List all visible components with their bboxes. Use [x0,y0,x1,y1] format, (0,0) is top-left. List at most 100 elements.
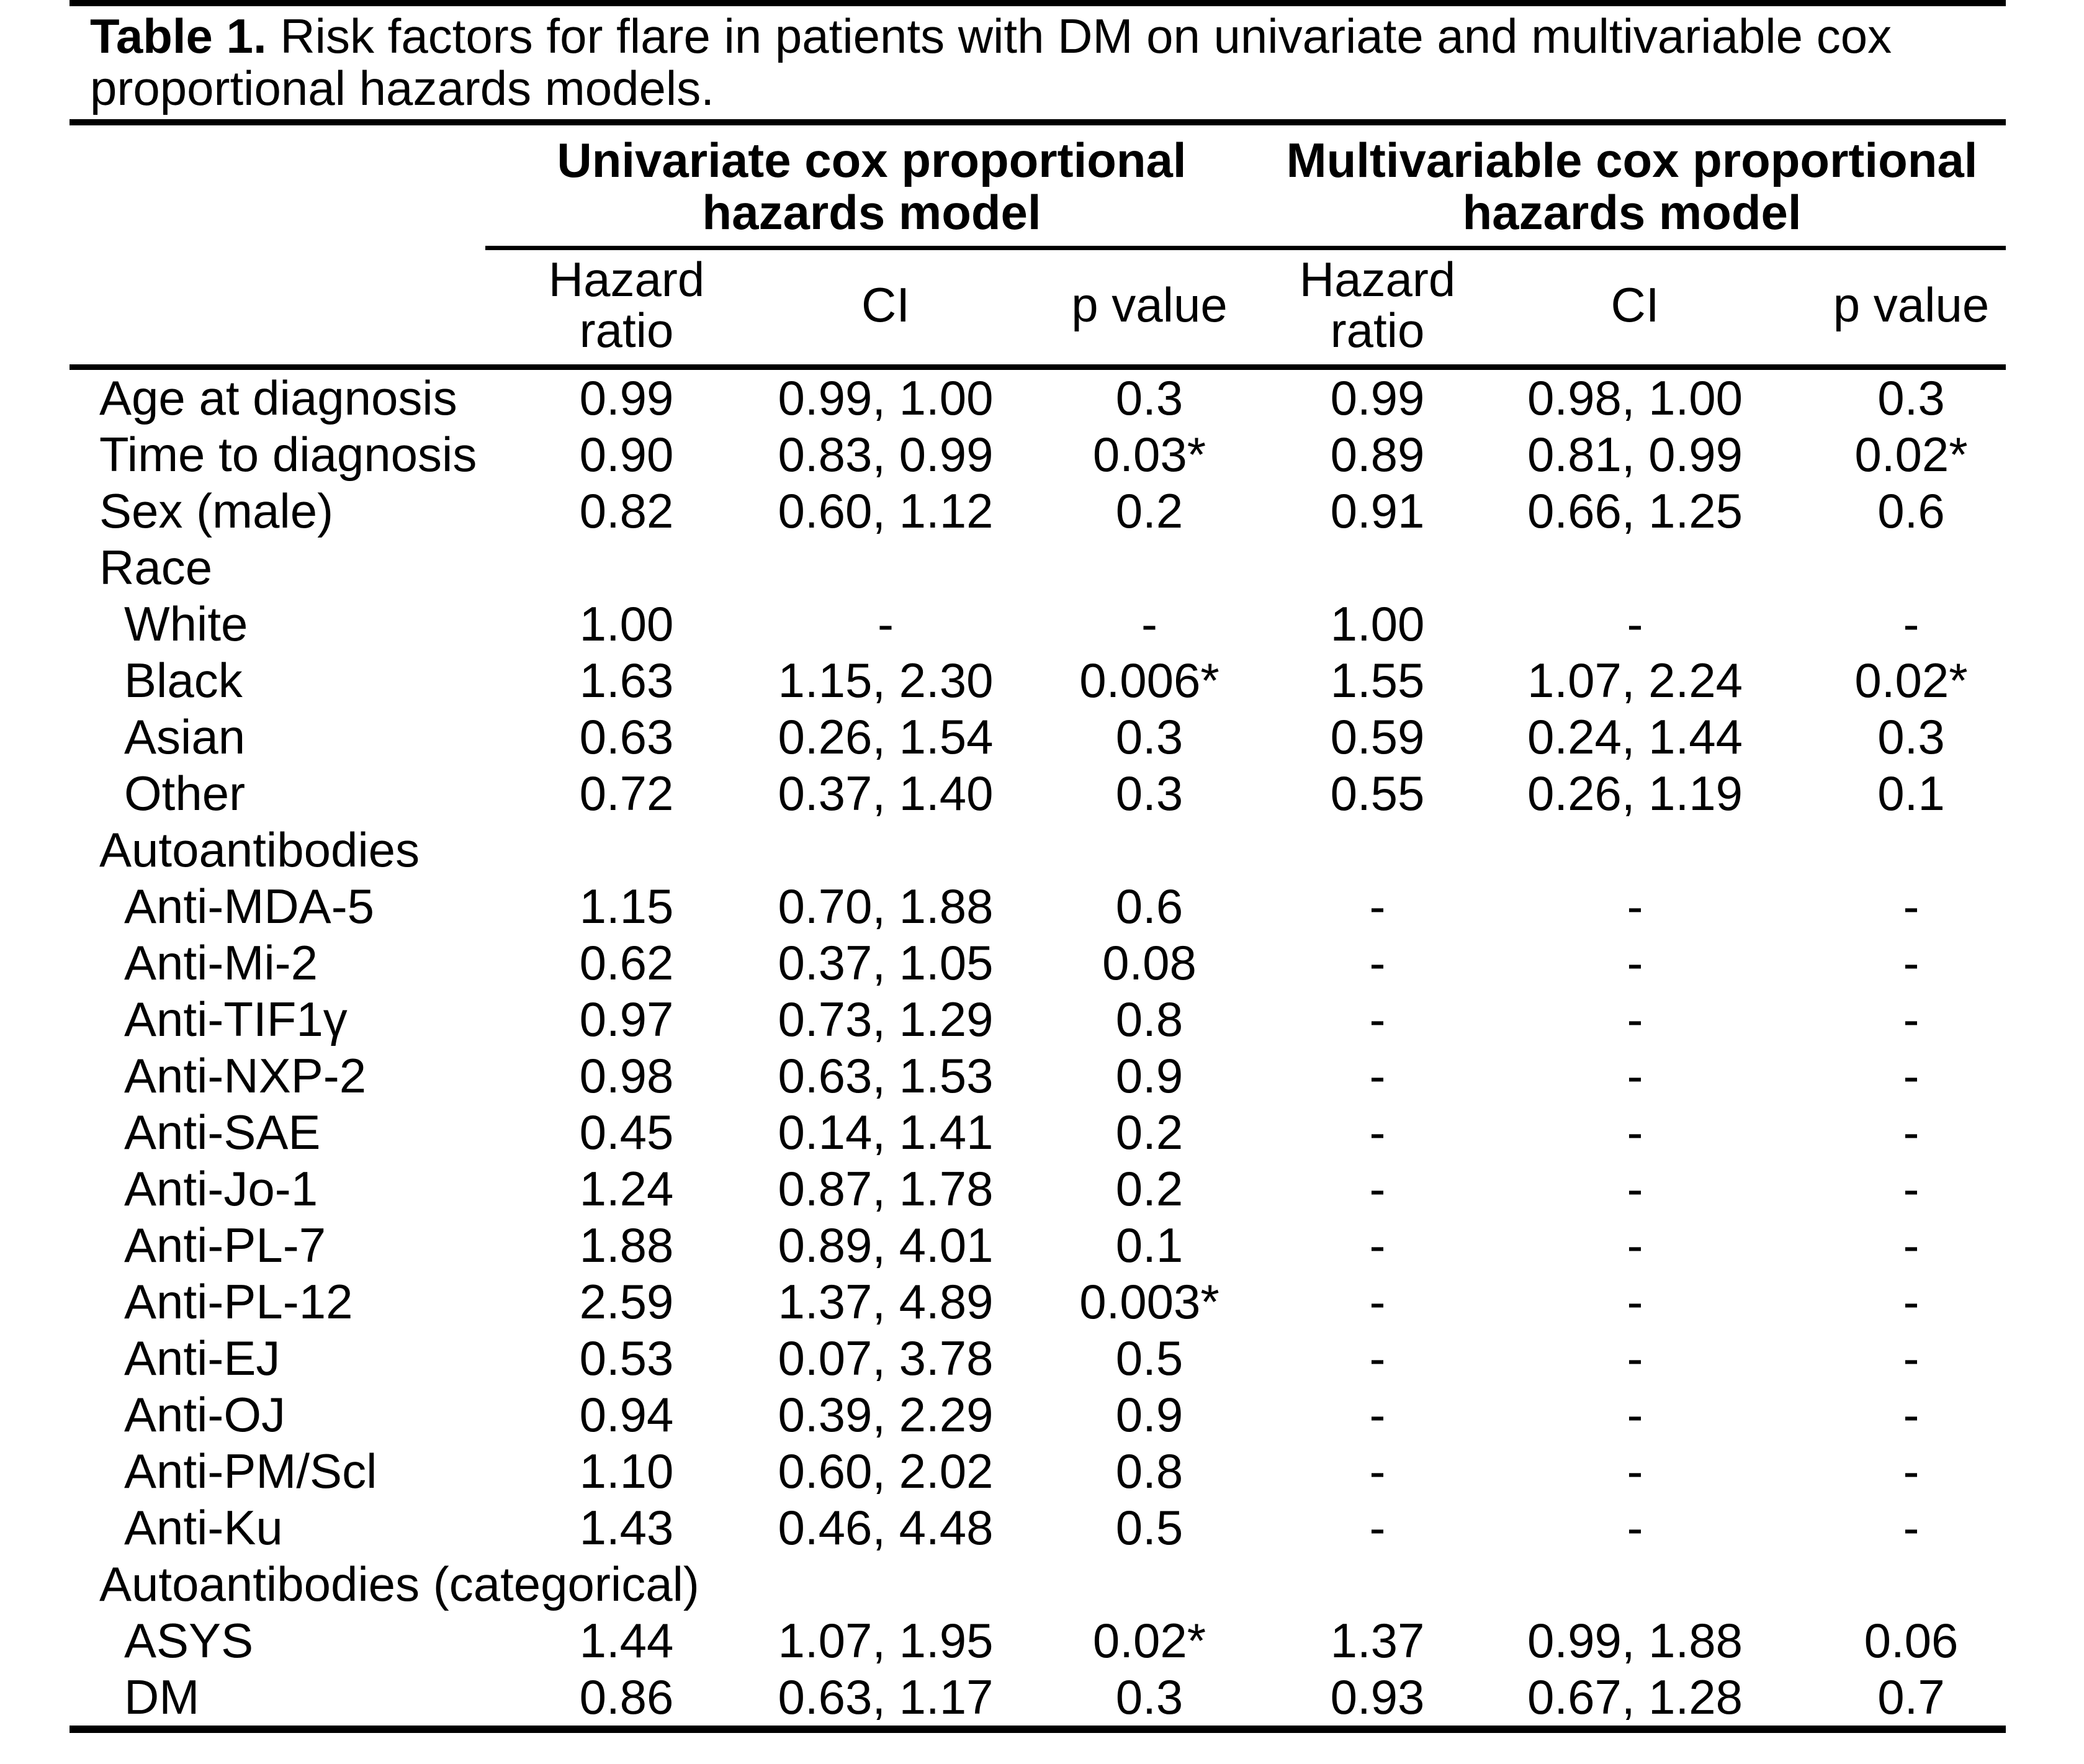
cell-hazard-ratio-univariate [485,822,768,878]
cell-p-value-univariate [1004,539,1258,596]
table-row: Anti-NXP-2 0.98 0.63, 1.53 0.9 - - - [70,1048,2006,1104]
row-label: Anti-PM/Scl [124,1444,377,1498]
cell-hazard-ratio-multivariable: - [1369,1274,1386,1329]
table-title-text: Risk factors for flare in patients with … [90,9,1892,115]
cell-p-value-univariate [1004,822,1258,878]
cell-ci-univariate: 0.63, 1.53 [778,1048,994,1103]
row-label: ASYS [124,1613,254,1668]
row-label: Autoantibodies (categorical) [99,1557,699,1611]
col-header-p-value-univariate: p value [1004,248,1259,370]
cell-hazard-ratio-univariate: 1.00 [579,596,674,651]
cell-ci-univariate: 1.37, 4.89 [778,1274,994,1329]
cell-hazard-ratio-multivariable: 1.00 [1330,596,1425,651]
cell-ci-univariate: 0.39, 2.29 [778,1387,994,1442]
table-row: Age at diagnosis 0.99 0.99, 1.00 0.3 0.9… [70,367,2006,427]
cell-ci-multivariable [1497,822,1773,878]
column-header-spacer [70,248,485,370]
table-row: Autoantibodies [70,822,2006,878]
cell-hazard-ratio-univariate: 1.44 [579,1613,674,1668]
cell-ci-univariate: 0.07, 3.78 [778,1331,994,1385]
cell-p-value-univariate: 0.1 [1115,1218,1183,1272]
cell-hazard-ratio-univariate: 0.63 [579,709,674,764]
cell-ci-univariate: 0.46, 4.48 [778,1500,994,1555]
cell-p-value-univariate: 0.6 [1115,879,1183,934]
cell-ci-univariate [768,822,1004,878]
cell-hazard-ratio-multivariable: - [1369,1161,1386,1216]
cell-hazard-ratio-multivariable: - [1369,1387,1386,1442]
table-row: Race [70,539,2006,596]
cell-ci-univariate: 0.26, 1.54 [778,709,994,764]
cell-ci-multivariable: - [1627,935,1643,990]
cell-p-value-univariate: 0.08 [1102,935,1197,990]
row-label: Age at diagnosis [99,371,457,425]
cell-ci-univariate: 0.89, 4.01 [778,1218,994,1272]
cell-p-value-multivariable: - [1903,1387,1920,1442]
cell-hazard-ratio-univariate: 2.59 [579,1274,674,1329]
cell-hazard-ratio-univariate: 0.86 [579,1670,674,1724]
table-row: Other 0.72 0.37, 1.40 0.3 0.55 0.26, 1.1… [70,765,2006,822]
cell-ci-univariate: 0.14, 1.41 [778,1105,994,1159]
col-header-ci-univariate: CI [768,248,1004,370]
cell-p-value-multivariable: 0.7 [1877,1670,1945,1724]
cell-p-value-multivariable: - [1903,1500,1920,1555]
table-row: Anti-Jo-1 1.24 0.87, 1.78 0.2 - - - [70,1161,2006,1217]
cell-p-value-multivariable: 0.6 [1877,484,1945,538]
cell-p-value-univariate: 0.5 [1115,1331,1183,1385]
row-label: Anti-TIF1γ [124,992,348,1046]
cell-hazard-ratio-multivariable: - [1369,1048,1386,1103]
table-row: Autoantibodies (categorical) [70,1556,2006,1613]
cell-ci-univariate: 0.60, 2.02 [778,1444,994,1498]
cell-p-value-univariate [1004,1556,1258,1613]
cell-hazard-ratio-multivariable: - [1369,1218,1386,1272]
cell-hazard-ratio-multivariable: 0.99 [1330,371,1425,425]
table-row: Anti-Ku 1.43 0.46, 4.48 0.5 - - - [70,1500,2006,1556]
cell-p-value-multivariable: - [1903,1105,1920,1159]
cell-p-value-univariate: 0.3 [1115,1670,1183,1724]
cell-p-value-univariate: - [1141,596,1157,651]
cell-ci-univariate: 1.15, 2.30 [778,653,994,708]
cell-ci-multivariable: 0.98, 1.00 [1527,371,1743,425]
row-label: Anti-MDA-5 [124,879,375,934]
cell-ci-multivariable [1497,539,1773,596]
cell-p-value-univariate: 0.9 [1115,1387,1183,1442]
table-title-label: Table 1. [90,9,267,63]
cell-ci-multivariable: 0.67, 1.28 [1527,1670,1743,1724]
cell-hazard-ratio-multivariable: - [1369,1331,1386,1385]
cell-p-value-multivariable: - [1903,879,1920,934]
group-header-spacer [70,125,485,248]
cell-ci-multivariable: 0.26, 1.19 [1527,766,1743,821]
risk-factors-table: Univariate cox proportional hazards mode… [70,125,2006,1733]
cell-ci-univariate: 0.37, 1.05 [778,935,994,990]
cell-ci-univariate [768,539,1004,596]
cell-hazard-ratio-multivariable [1258,539,1497,596]
cell-p-value-univariate: 0.2 [1115,484,1183,538]
cell-hazard-ratio-multivariable: 1.55 [1330,653,1425,708]
table-row: Anti-SAE 0.45 0.14, 1.41 0.2 - - - [70,1104,2006,1161]
cell-p-value-multivariable: - [1903,1331,1920,1385]
cell-ci-univariate: 0.73, 1.29 [778,992,994,1046]
cell-ci-univariate [768,1556,1004,1613]
cell-ci-multivariable: - [1627,596,1643,651]
cell-p-value-multivariable: 0.06 [1864,1613,1959,1668]
table-row: DM 0.86 0.63, 1.17 0.3 0.93 0.67, 1.28 0… [70,1669,2006,1729]
cell-hazard-ratio-multivariable: 0.93 [1330,1670,1425,1724]
cell-ci-multivariable: - [1627,1331,1643,1385]
cell-hazard-ratio-univariate: 0.72 [579,766,674,821]
cell-hazard-ratio-multivariable: 0.89 [1330,427,1425,482]
table-title: Table 1. Risk factors for flare in patie… [70,6,1983,119]
cell-p-value-univariate: 0.2 [1115,1161,1183,1216]
cell-hazard-ratio-multivariable: - [1369,935,1386,990]
cell-p-value-multivariable: 0.3 [1877,371,1945,425]
cell-ci-univariate: 1.07, 1.95 [778,1613,994,1668]
cell-ci-multivariable: - [1627,992,1643,1046]
cell-ci-multivariable: - [1627,879,1643,934]
row-label: Anti-Jo-1 [124,1161,318,1216]
cell-ci-multivariable: - [1627,1218,1643,1272]
row-label: Anti-PL-7 [124,1218,326,1272]
table-row: Sex (male) 0.82 0.60, 1.12 0.2 0.91 0.66… [70,483,2006,539]
cell-ci-multivariable: - [1627,1274,1643,1329]
cell-p-value-multivariable: - [1903,1218,1920,1272]
table-row: Asian 0.63 0.26, 1.54 0.3 0.59 0.24, 1.4… [70,709,2006,765]
cell-hazard-ratio-univariate: 0.97 [579,992,674,1046]
row-label: Anti-OJ [124,1387,286,1442]
